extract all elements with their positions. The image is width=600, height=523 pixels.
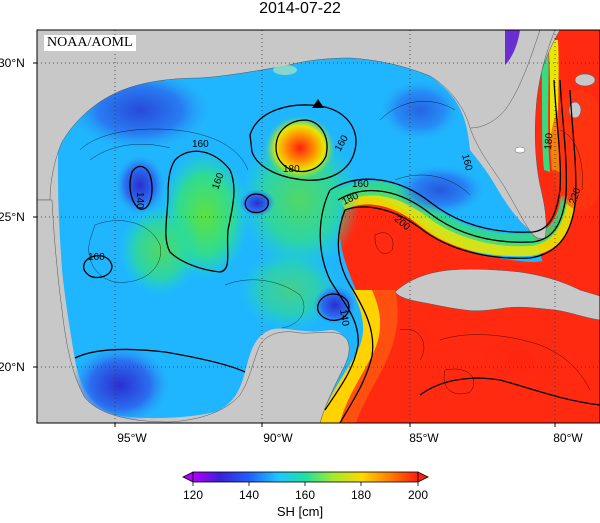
colorbar-tick: 200 [408,488,428,502]
longitude-labels: 95°W 90°W 85°W 80°W [117,431,583,445]
latitude-labels: 30°N 25°N 20°N [0,56,25,374]
contour-label: 180 [283,164,300,175]
lon-label: 85°W [409,431,439,445]
lat-label: 25°N [0,210,25,224]
contour-label: 160 [88,252,105,263]
colorbar-tick: 160 [295,488,315,502]
colorbar: 120 140 160 180 200 [182,471,429,502]
marker-triangle [312,99,324,108]
lat-label: 30°N [0,56,25,70]
contour-label: 160 [459,153,474,172]
contour-label: 160 [352,179,369,190]
colorbar-tick: 180 [351,488,371,502]
contour-label: 140 [134,192,145,209]
colorbar-label: SH [cm] [276,504,324,519]
lat-label: 20°N [0,360,25,374]
map-title: 2014-07-22 [259,0,341,17]
land-cuba [394,268,600,321]
lon-label: 95°W [117,431,147,445]
contour-lines [74,79,600,423]
colorbar-tick: 140 [239,488,259,502]
lon-label: 90°W [263,431,293,445]
contour-label: 160 [192,139,209,150]
contour-label: 140 [337,309,351,328]
contour-label: 180 [543,132,555,150]
credit-label: NOAA/AOML [44,35,136,51]
graticule [37,30,600,423]
land-florida [469,30,556,239]
colorbar-tick: 120 [183,488,203,502]
lon-label: 80°W [553,431,583,445]
land-mexico [37,199,350,423]
